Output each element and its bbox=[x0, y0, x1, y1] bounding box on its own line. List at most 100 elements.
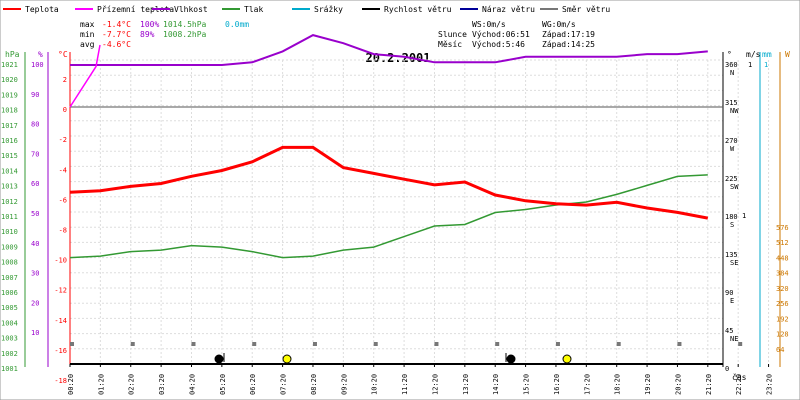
wind-direction-marker bbox=[616, 342, 621, 346]
hum-tick-label: 90 bbox=[31, 91, 39, 99]
wind-direction-marker bbox=[130, 342, 135, 346]
dir-tick-name: N bbox=[730, 69, 734, 77]
dir-unit: ° bbox=[727, 50, 732, 59]
w-tick-label: 576 bbox=[776, 224, 789, 232]
legend-label: Srážky bbox=[314, 5, 343, 14]
w-unit: W bbox=[785, 50, 790, 59]
hpa-tick-label: 1017 bbox=[1, 122, 18, 130]
mm-unit: mm bbox=[762, 50, 772, 59]
dir-tick-deg: 0 bbox=[725, 365, 729, 373]
info-sun-label: Slunce bbox=[438, 30, 467, 39]
hpa-tick-label: 1005 bbox=[1, 304, 18, 312]
info-ws: WS:0m/s bbox=[472, 20, 506, 29]
info-block: WS:0m/s WG:0m/s Slunce Východ:06:51 Zápa… bbox=[438, 20, 595, 49]
w-tick-label: 192 bbox=[776, 315, 789, 323]
hpa-tick-label: 1009 bbox=[1, 243, 18, 251]
moonrise-marker bbox=[214, 354, 224, 364]
w-tick-label: 448 bbox=[776, 254, 789, 262]
marker-layer bbox=[70, 342, 743, 364]
hum-tick-label: 70 bbox=[31, 150, 39, 158]
temp-tick-label: -8 bbox=[59, 226, 67, 234]
chart-title: 20.2.2001 bbox=[365, 51, 430, 65]
dir-tick-name: W bbox=[730, 145, 735, 153]
stats-min-hum: 89% bbox=[140, 30, 155, 39]
dir-tick-deg: 225 bbox=[725, 175, 738, 183]
hum-tick-label: 100 bbox=[31, 61, 44, 69]
hum-tick-label: 60 bbox=[31, 180, 39, 188]
ms-unit: m/s bbox=[746, 50, 761, 59]
wind-direction-marker bbox=[434, 342, 439, 346]
temperature-line bbox=[69, 145, 709, 220]
info-moon-set: Západ:14:25 bbox=[542, 40, 595, 49]
x-tick-label: 10:20 bbox=[371, 374, 379, 395]
info-moon-label: Měsíc bbox=[438, 40, 462, 49]
x-tick-label: 19:20 bbox=[644, 374, 652, 395]
x-tick-label: 06:20 bbox=[249, 374, 257, 395]
series-layer bbox=[69, 34, 709, 259]
wind-direction-marker bbox=[555, 342, 560, 346]
legend-label: Teplota bbox=[25, 5, 59, 14]
x-tick-label: 11:20 bbox=[401, 374, 409, 395]
legend-label: Směr větru bbox=[562, 5, 610, 14]
stats-max-rain: 0.0mm bbox=[225, 20, 249, 29]
stats-min-press: 1008.2hPa bbox=[163, 30, 207, 39]
legend-label: Rychlost větru bbox=[384, 5, 452, 14]
ms-tick-label: 1 bbox=[748, 61, 752, 69]
temp-tick-label: -18 bbox=[54, 377, 67, 385]
hum-tick-label: 30 bbox=[31, 270, 39, 278]
temp-tick-label: -4 bbox=[59, 166, 67, 174]
temp-tick-label: 0 bbox=[63, 106, 67, 114]
temp-tick-label: -6 bbox=[59, 196, 67, 204]
hpa-tick-label: 1004 bbox=[1, 319, 18, 327]
x-tick-label: 12:20 bbox=[431, 374, 439, 395]
wind-direction-marker bbox=[495, 342, 500, 346]
dir-tick-name: NE bbox=[730, 335, 738, 343]
hum-tick-label: 20 bbox=[31, 299, 39, 307]
dir-tick-deg: 315 bbox=[725, 99, 738, 107]
legend-label: Přízemní teplota bbox=[97, 5, 174, 14]
grid bbox=[69, 59, 770, 365]
wind-direction-marker bbox=[252, 342, 257, 346]
x-tick-label: 23:20 bbox=[766, 374, 774, 395]
dir-tick-name: SE bbox=[730, 259, 738, 267]
x-tick-label: 20:20 bbox=[674, 374, 682, 395]
dir-tick-deg: 270 bbox=[725, 137, 738, 145]
x-tick-label: 03:20 bbox=[158, 374, 166, 395]
info-wg: WG:0m/s bbox=[542, 20, 576, 29]
x-tick-label: 22:20 bbox=[735, 374, 743, 395]
legend-label: Náraz větru bbox=[482, 5, 535, 14]
wind-direction-marker bbox=[738, 342, 743, 346]
stats-min-label: min bbox=[80, 30, 95, 39]
hpa-tick-label: 1002 bbox=[1, 350, 18, 358]
sunrise-marker bbox=[282, 354, 292, 364]
legend: Teplota Přízemní teplota Vlhkost Tlak Srážky… bbox=[3, 5, 610, 14]
stats-max-label: max bbox=[80, 20, 95, 29]
x-tick-label: 04:20 bbox=[188, 374, 196, 395]
temp-tick-label: -10 bbox=[54, 257, 67, 265]
ground-temperature-line bbox=[69, 44, 101, 108]
mm-tick-label: 1 bbox=[764, 61, 768, 69]
temp-unit: °C bbox=[58, 50, 68, 59]
stats-max-hum: 100% bbox=[140, 20, 159, 29]
dir-tick-deg: 90 bbox=[725, 289, 733, 297]
dir-tick-name: E bbox=[730, 297, 734, 305]
dir-tick-deg: 180 bbox=[725, 213, 738, 221]
hpa-tick-label: 1011 bbox=[1, 213, 18, 221]
stats-max-press: 1014.5hPa bbox=[163, 20, 207, 29]
wind-direction-marker bbox=[677, 342, 682, 346]
w-tick-label: 64 bbox=[776, 346, 784, 354]
hpa-tick-label: 1014 bbox=[1, 167, 18, 175]
temp-tick-label: 2 bbox=[63, 76, 67, 84]
w-tick-label: 128 bbox=[776, 331, 789, 339]
hum-tick-label: 40 bbox=[31, 240, 39, 248]
hpa-tick-label: 1006 bbox=[1, 289, 18, 297]
stats-min-temp: -7.7°C bbox=[102, 30, 131, 39]
x-tick-label: 14:20 bbox=[492, 374, 500, 395]
axis-units: hPa % °C ° m/s mm W čas bbox=[5, 50, 790, 382]
x-tick-label: 08:20 bbox=[310, 374, 318, 395]
hum-tick-label: 10 bbox=[31, 329, 39, 337]
stats-max-temp: -1.4°C bbox=[102, 20, 131, 29]
wind-direction-marker bbox=[70, 342, 74, 346]
